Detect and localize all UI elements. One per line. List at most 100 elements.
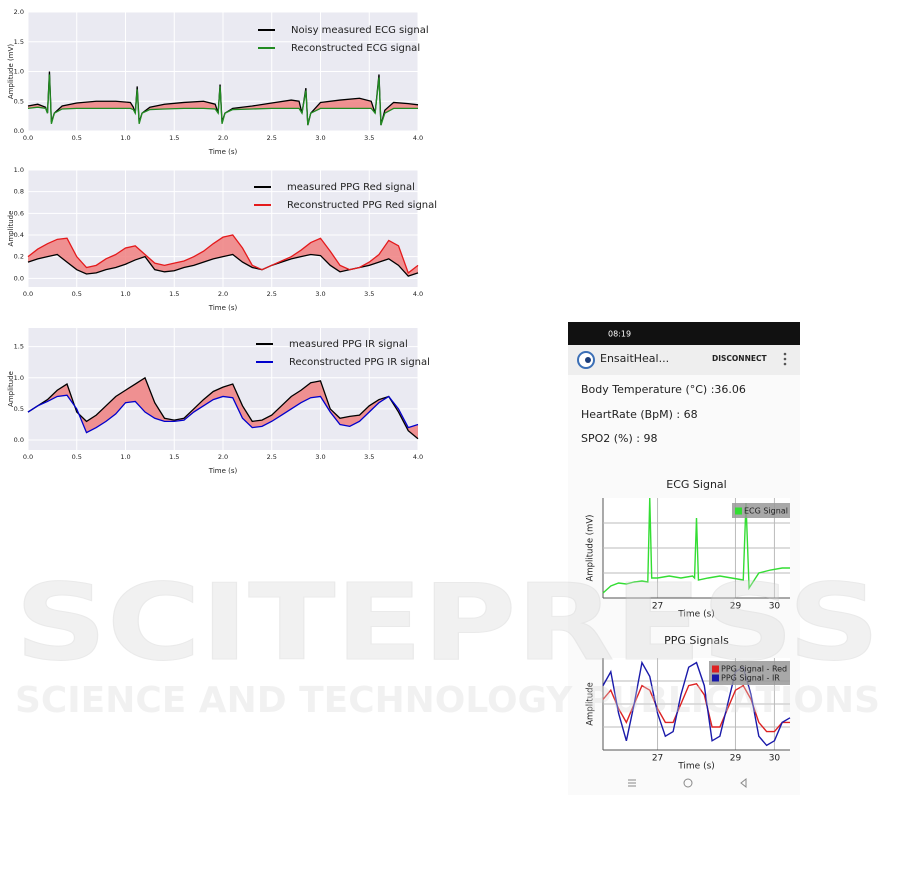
x-tick-label: 0.5 — [72, 290, 82, 298]
disconnect-button[interactable]: DISCONNECT — [712, 354, 767, 363]
difference-fill — [28, 377, 418, 439]
series-line — [602, 497, 790, 594]
series-line — [27, 376, 419, 440]
x-axis-label: Time (s) — [208, 148, 238, 156]
x-tick-label: 29 — [730, 602, 742, 612]
legend-swatch — [712, 674, 719, 682]
app-bar — [568, 345, 800, 375]
legend-label: Noisy measured ECG signal — [291, 25, 429, 36]
y-tick-label: 1.0 — [14, 166, 24, 174]
y-axis-label: Amplitude — [7, 371, 15, 407]
series-group — [602, 497, 790, 594]
watermark-subtitle: SCIENCE AND TECHNOLOGY PUBLICATIONS — [15, 680, 880, 721]
legend-label: PPG Signal - Red — [721, 665, 787, 674]
y-tick-label: 1.5 — [14, 38, 24, 46]
series-line — [27, 394, 419, 434]
legend-label: PPG Signal - IR — [721, 674, 780, 683]
y-tick-label: 0.8 — [14, 188, 24, 196]
x-tick-label: 2.5 — [267, 290, 277, 298]
x-tick-label: 0.0 — [23, 453, 33, 461]
y-tick-label: 1.5 — [14, 343, 24, 351]
legend-box — [709, 661, 790, 685]
x-tick-label: 30 — [769, 602, 781, 612]
app-logo-dot — [585, 357, 591, 363]
y-tick-label: 2.0 — [14, 8, 24, 16]
y-tick-label: 0.4 — [14, 231, 24, 239]
x-axis-label: Time (s) — [208, 304, 238, 312]
y-tick-label: 0.2 — [14, 253, 24, 261]
x-tick-label: 2.0 — [218, 134, 228, 142]
x-tick-label: 1.5 — [169, 290, 179, 298]
x-tick-label: 1.5 — [169, 453, 179, 461]
reading: SPO2 (%) : 98 — [581, 432, 658, 445]
x-tick-label: 4.0 — [413, 290, 423, 298]
legend-label: Reconstructed PPG Red signal — [287, 200, 437, 211]
series-group — [27, 71, 419, 126]
x-tick-label: 2.5 — [267, 134, 277, 142]
x-tick-label: 27 — [652, 754, 663, 764]
difference-fill — [28, 235, 418, 277]
x-tick-label: 27 — [652, 602, 663, 612]
x-tick-label: 1.0 — [120, 134, 130, 142]
x-tick-label: 4.0 — [413, 134, 423, 142]
series-group — [27, 234, 419, 277]
x-axis-label: Time (s) — [208, 467, 238, 475]
series-line — [602, 660, 791, 747]
x-tick-label: 0.5 — [72, 453, 82, 461]
legend-label: Reconstructed ECG signal — [291, 43, 420, 54]
y-tick-label: 0.0 — [14, 274, 24, 282]
x-tick-label: 2.0 — [218, 290, 228, 298]
x-tick-label: 3.0 — [315, 134, 325, 142]
y-tick-label: 0.6 — [14, 209, 24, 217]
x-tick-label: 1.0 — [120, 290, 130, 298]
x-axis-label: Time (s) — [677, 762, 715, 772]
legend-label: measured PPG IR signal — [289, 339, 408, 350]
x-tick-label: 3.5 — [364, 134, 374, 142]
y-tick-label: 0.5 — [14, 405, 24, 413]
x-tick-label: 2.0 — [218, 453, 228, 461]
legend-label: measured PPG Red signal — [287, 182, 415, 193]
reading: HeartRate (BpM) : 68 — [581, 408, 698, 421]
legend-swatch — [735, 507, 742, 515]
x-tick-label: 3.5 — [364, 453, 374, 461]
status-time: 08:19 — [608, 330, 631, 339]
y-axis-label: Amplitude — [7, 211, 15, 247]
legend-label: ECG Signal — [744, 507, 788, 516]
reading: Body Temperature (°C) :36.06 — [581, 383, 746, 396]
x-tick-label: 30 — [769, 754, 781, 764]
x-tick-label: 3.5 — [364, 290, 374, 298]
series-line — [27, 74, 418, 126]
chart-title: ECG Signal — [666, 478, 726, 491]
status-bar — [568, 322, 800, 345]
y-tick-label: 1.0 — [14, 374, 24, 382]
series-group — [27, 376, 419, 440]
x-axis-label: Time (s) — [677, 610, 715, 620]
x-tick-label: 0.0 — [23, 290, 33, 298]
x-tick-label: 29 — [730, 754, 742, 764]
legend-label: Reconstructed PPG IR signal — [289, 357, 430, 368]
y-tick-label: 1.0 — [14, 68, 24, 76]
legend-box — [732, 503, 790, 518]
y-tick-label: 0.5 — [14, 97, 24, 105]
y-tick-label: 0.0 — [14, 127, 24, 135]
x-tick-label: 0.0 — [23, 134, 33, 142]
x-tick-label: 4.0 — [413, 453, 423, 461]
x-tick-label: 3.0 — [315, 453, 325, 461]
y-axis-label: Amplitude (mV) — [7, 44, 15, 99]
watermark-title: SCITEPRESS — [15, 562, 880, 684]
chart-title: PPG Signals — [664, 634, 729, 647]
y-axis-label: Amplitude — [586, 682, 596, 726]
series-line — [27, 234, 419, 274]
y-tick-label: 0.0 — [14, 436, 24, 444]
nav-bar — [628, 777, 747, 789]
x-tick-label: 1.0 — [120, 453, 130, 461]
y-axis-label: Amplitude (mV) — [586, 515, 596, 582]
app-name: EnsaitHeal... — [600, 352, 669, 365]
x-tick-label: 0.5 — [72, 134, 82, 142]
x-tick-label: 3.0 — [315, 290, 325, 298]
x-tick-label: 2.5 — [267, 453, 277, 461]
x-tick-label: 1.5 — [169, 134, 179, 142]
menu-dots[interactable] — [783, 352, 787, 366]
